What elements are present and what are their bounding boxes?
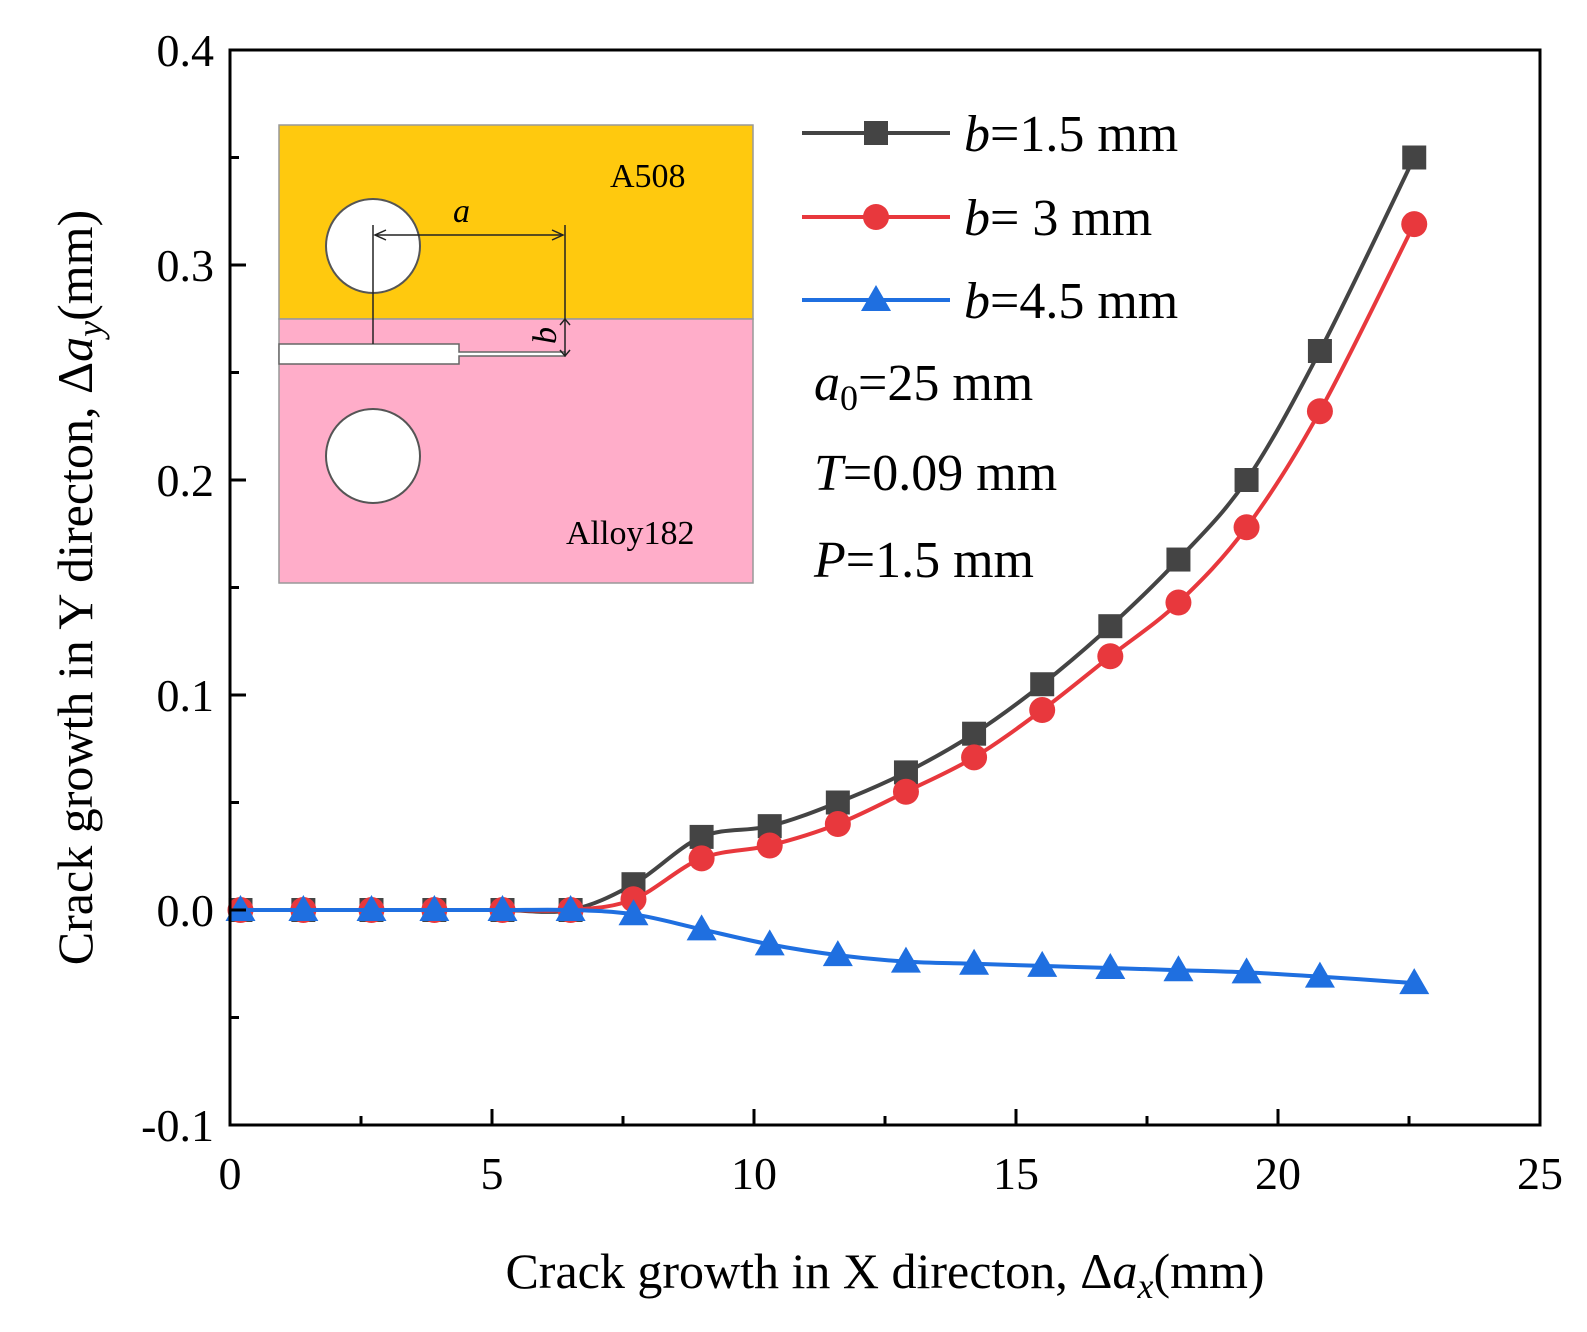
data-point-triangle-16 (1304, 961, 1335, 988)
data-point-triangle-10 (890, 946, 921, 973)
data-point-triangle-2 (356, 895, 387, 921)
legend-entry-circle: b= 3 mm (802, 190, 1152, 247)
data-point-triangle-3 (419, 895, 450, 921)
y-tick-label: 0.2 (157, 455, 215, 506)
data-point-circle-7 (688, 845, 715, 872)
data-point-triangle-14 (1163, 955, 1194, 982)
data-point-circle-11 (961, 744, 988, 771)
y-tick-label: 0.3 (157, 240, 215, 291)
data-point-square-11 (962, 721, 987, 746)
data-point-circle-12 (1029, 697, 1056, 724)
data-point-circle-10 (892, 778, 919, 805)
y-tick-label: 0.1 (157, 670, 215, 721)
data-point-circle-15 (1233, 514, 1260, 541)
legend-entry-triangle: b=4.5 mm (802, 273, 1178, 330)
legend-marker-square (864, 121, 888, 145)
legend-entry-square: b=1.5 mm (802, 106, 1178, 163)
data-point-triangle-8 (754, 929, 785, 956)
data-point-triangle-7 (686, 914, 717, 941)
inset-b-arrow-top (559, 317, 571, 326)
inset-label-alloy182: Alloy182 (566, 515, 694, 552)
data-point-square-12 (1030, 672, 1055, 697)
data-point-circle-14 (1165, 589, 1192, 616)
legend-label-circle: b= 3 mm (964, 190, 1152, 247)
inset-lower-hole (325, 408, 421, 504)
y-tick-label: 0.4 (157, 25, 215, 76)
y-tick-label: 0.0 (157, 885, 215, 936)
data-point-triangle-9 (822, 940, 853, 967)
legend-label-square: b=1.5 mm (964, 106, 1178, 163)
legend-label-triangle: b=4.5 mm (964, 273, 1178, 330)
data-point-square-7 (689, 824, 714, 849)
inset-label-a508: A508 (610, 158, 686, 195)
x-tick-label: 0 (219, 1148, 242, 1199)
data-point-triangle-0 (225, 895, 256, 921)
series-layer (225, 145, 1430, 995)
x-tick-label: 20 (1255, 1148, 1301, 1199)
data-point-square-13 (1098, 614, 1123, 639)
data-point-triangle-15 (1231, 957, 1262, 984)
y-tick-label: -0.1 (141, 1100, 214, 1151)
data-point-circle-9 (824, 811, 851, 837)
data-point-circle-13 (1097, 643, 1124, 670)
inset-label-b: b (527, 327, 564, 344)
data-point-triangle-11 (959, 948, 990, 975)
series-triangle (225, 895, 1430, 995)
x-tick-label: 10 (731, 1148, 777, 1199)
axes-layer: 0 5 10 15 20 25 -0.1 0.0 0.1 0.2 0.3 0.4 Crack growt… (47, 25, 1563, 1306)
param-a: a0=25 mm (814, 355, 1033, 418)
data-point-triangle-12 (1027, 950, 1058, 977)
x-tick-label: 15 (993, 1148, 1039, 1199)
data-point-square-14 (1166, 547, 1191, 572)
data-point-circle-6 (620, 886, 647, 913)
inset-label-a: a (453, 193, 470, 230)
data-point-square-17 (1402, 145, 1427, 170)
x-tick-label: 25 (1517, 1148, 1563, 1199)
data-point-triangle-4 (487, 895, 518, 921)
data-point-square-15 (1234, 468, 1259, 492)
data-point-circle-8 (756, 832, 783, 859)
legend-marker-circle (863, 204, 889, 230)
data-point-square-9 (825, 790, 850, 815)
x-tick-label: 5 (481, 1148, 504, 1199)
data-point-triangle-1 (288, 895, 319, 921)
parameter-annotations: a0=25 mm T=0.09 mm P=1.5 mm (813, 355, 1057, 589)
param-T: T=0.09 mm (814, 445, 1057, 502)
inset-schematic: A508 Alloy182 a b (278, 124, 754, 584)
data-point-circle-17 (1401, 211, 1428, 238)
inset-b-arrow-bottom (559, 349, 571, 358)
param-P: P=1.5 mm (813, 532, 1034, 589)
data-point-square-16 (1307, 339, 1332, 363)
legend: b=1.5 mm b= 3 mm b=4.5 mm (802, 106, 1178, 330)
data-point-triangle-5 (555, 895, 586, 921)
x-axis-label: Crack growth in X directon, Δax(mm) (505, 1243, 1264, 1306)
inset-a-arrow-left (373, 229, 387, 241)
inset-a-arrow-right (551, 229, 565, 241)
data-point-triangle-6 (618, 899, 649, 926)
data-point-triangle-17 (1399, 968, 1430, 995)
data-point-triangle-13 (1095, 953, 1126, 980)
y-axis-label: Crack growth in Y directon, Δay(mm) (47, 210, 110, 965)
legend-marker-triangle (861, 285, 891, 311)
data-point-circle-16 (1306, 398, 1333, 425)
